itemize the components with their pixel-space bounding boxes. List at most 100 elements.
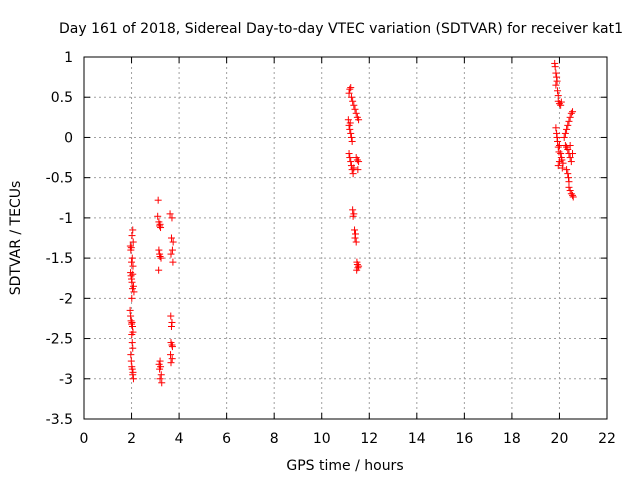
chart-title: Day 161 of 2018, Sidereal Day-to-day VTE… xyxy=(59,21,623,37)
data-point xyxy=(346,85,354,93)
data-point xyxy=(563,125,571,133)
data-point xyxy=(129,368,137,376)
y-tick-label: -3.5 xyxy=(46,412,73,428)
data-point xyxy=(128,254,136,262)
data-point xyxy=(353,156,361,164)
y-tick-label: -3 xyxy=(59,372,73,388)
x-tick-label: 16 xyxy=(455,431,473,447)
data-point xyxy=(156,253,164,261)
data-point xyxy=(127,244,135,252)
data-point xyxy=(564,170,572,178)
data-point xyxy=(350,101,358,109)
data-point xyxy=(565,117,573,125)
data-point xyxy=(566,187,574,195)
data-point xyxy=(167,234,175,242)
x-tick-label: 22 xyxy=(598,431,616,447)
data-point xyxy=(346,119,354,127)
data-point xyxy=(167,322,175,330)
data-point xyxy=(167,359,175,367)
data-point xyxy=(354,166,362,174)
data-point xyxy=(129,262,137,270)
data-point xyxy=(554,87,562,95)
data-point xyxy=(128,278,136,286)
x-axis-label: GPS time / hours xyxy=(286,458,403,474)
data-point xyxy=(565,183,573,191)
data-point xyxy=(559,159,567,167)
data-point xyxy=(347,84,355,92)
data-point xyxy=(344,116,352,124)
data-point xyxy=(555,158,563,166)
data-point xyxy=(552,124,560,132)
data-point xyxy=(566,141,574,149)
data-point xyxy=(129,226,137,234)
data-point xyxy=(569,193,577,201)
data-point xyxy=(346,125,354,133)
x-tick-label: 20 xyxy=(551,431,569,447)
data-point xyxy=(128,331,136,339)
data-point xyxy=(349,212,357,220)
x-tick-label: 14 xyxy=(408,431,426,447)
plot-frame xyxy=(83,56,608,420)
data-point xyxy=(557,98,565,106)
data-point xyxy=(346,154,354,162)
axis-ticks: 0 2 4 6 8 10 12 14 16 18 20 22 1 0.5 0 -0.5 -1 -1.5 -2 -2.5… xyxy=(46,50,616,447)
data-point xyxy=(154,212,162,220)
x-tick-label: 8 xyxy=(270,431,279,447)
data-point xyxy=(167,351,175,359)
data-point xyxy=(352,109,360,117)
data-point xyxy=(155,266,163,274)
data-point xyxy=(347,133,355,141)
data-point xyxy=(355,262,363,270)
data-point xyxy=(129,238,137,246)
data-points xyxy=(126,59,577,387)
y-tick-label: -0.5 xyxy=(46,171,73,187)
data-point xyxy=(347,129,355,137)
data-point xyxy=(167,250,175,258)
data-point xyxy=(128,232,136,240)
data-point xyxy=(129,375,137,383)
grid-lines xyxy=(84,57,607,419)
data-point xyxy=(156,375,164,383)
data-point xyxy=(552,81,560,89)
data-point xyxy=(552,69,560,77)
data-point xyxy=(554,143,562,151)
data-point xyxy=(355,116,363,124)
y-tick-label: -1.5 xyxy=(46,251,73,267)
data-point xyxy=(566,113,574,121)
data-point xyxy=(349,170,357,178)
data-point xyxy=(569,108,577,116)
data-point xyxy=(155,360,163,368)
y-tick-label: -2.5 xyxy=(46,332,73,348)
data-point xyxy=(557,154,565,162)
data-point xyxy=(166,210,174,218)
data-point xyxy=(158,379,166,387)
data-point xyxy=(157,254,165,262)
data-point xyxy=(567,190,575,198)
data-point xyxy=(554,137,562,145)
y-tick-label: -2 xyxy=(59,291,73,307)
data-point xyxy=(167,312,175,320)
data-point xyxy=(127,351,135,359)
y-tick-label: 0.5 xyxy=(51,90,73,106)
data-point xyxy=(347,158,355,166)
y-tick-label: 1 xyxy=(64,50,73,66)
data-point xyxy=(168,355,176,363)
data-point xyxy=(347,93,355,101)
x-tick-label: 10 xyxy=(313,431,331,447)
data-point xyxy=(564,146,572,154)
data-point xyxy=(168,341,176,349)
data-point xyxy=(349,206,357,214)
data-point xyxy=(351,105,359,113)
data-point xyxy=(155,246,163,254)
x-tick-label: 0 xyxy=(80,431,89,447)
data-point xyxy=(561,129,569,137)
x-tick-label: 12 xyxy=(360,431,378,447)
data-point xyxy=(157,371,165,379)
x-tick-label: 2 xyxy=(127,431,136,447)
data-point xyxy=(567,158,575,166)
data-point xyxy=(551,63,559,71)
data-point xyxy=(564,121,572,129)
data-point xyxy=(555,148,563,156)
data-point xyxy=(557,101,565,109)
